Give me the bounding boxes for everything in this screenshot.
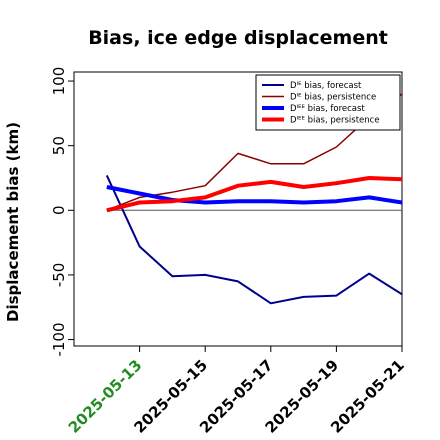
series-line-1 [105,174,402,305]
y-tick-label: 50 [50,136,68,155]
legend-label: Dᴵᴱ bias, forecast [290,81,362,91]
legend-label: Dᴵᴱ bias, persistence [290,93,376,103]
y-tick-label: -50 [50,263,68,288]
y-tick-label: -100 [50,323,68,357]
chart-title: Bias, ice edge displacement [88,27,388,49]
plot-frame [73,71,403,347]
y-tick-label: 0 [50,206,68,216]
series-line-3 [106,185,402,205]
series-line-4 [106,176,402,213]
y-tick-label: 100 [50,67,68,96]
legend-label: Dᴵᴱᴱ bias, forecast [290,104,365,114]
legend-label: Dᴵᴱᴱ bias, persistence [290,116,380,126]
y-axis-label: Displacement bias (km) [4,122,22,322]
